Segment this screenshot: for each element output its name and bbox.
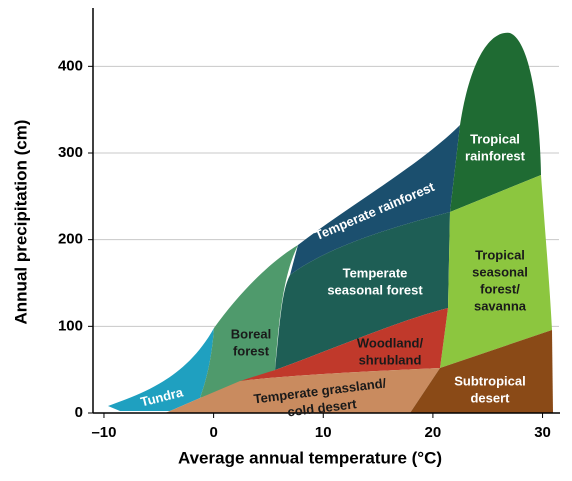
y-tick-label: 0 [75, 404, 83, 421]
temperate-rainforest-region [290, 125, 460, 275]
ticks: 0 100 200 300 400 –10 0 10 20 30 [58, 57, 551, 441]
x-tick-label: 10 [315, 424, 332, 441]
biome-regions [108, 32, 553, 413]
boreal-region [200, 245, 298, 398]
x-tick-label: 20 [425, 424, 442, 441]
region-label: seasonal [472, 264, 528, 279]
woodland-region [240, 308, 448, 381]
region-label: Tropical [475, 247, 525, 262]
region-label: Temperate [343, 265, 408, 280]
tundra-region [108, 328, 214, 411]
x-tick-label: –10 [91, 424, 116, 441]
y-tick-label: 300 [58, 144, 83, 161]
x-tick-label: 0 [209, 424, 217, 441]
y-tick-label: 400 [58, 57, 83, 74]
y-tick-label: 200 [58, 231, 83, 248]
region-label: Subtropical [454, 373, 526, 388]
x-axis-label: Average annual temperature (°C) [178, 448, 442, 467]
region-label: forest [233, 343, 270, 358]
region-label: seasonal forest [327, 282, 423, 297]
region-label: Boreal [231, 326, 271, 341]
tropical-seasonal-region [440, 175, 552, 368]
region-label: Woodland/ [357, 335, 424, 350]
region-label: shrubland [359, 352, 422, 367]
y-axis-label: Annual precipitation (cm) [11, 120, 30, 325]
x-tick-label: 30 [534, 424, 551, 441]
region-label: Tropical [470, 131, 520, 146]
region-label: rainforest [465, 148, 526, 163]
y-tick-label: 100 [58, 317, 83, 334]
grassland-region [165, 368, 440, 413]
subtropical-desert-region [410, 330, 553, 413]
temperate-seasonal-region [275, 212, 450, 370]
region-label: savanna [474, 298, 527, 313]
region-label: desert [470, 390, 510, 405]
region-label: forest/ [480, 281, 520, 296]
tropical-rainforest-region [450, 32, 541, 212]
